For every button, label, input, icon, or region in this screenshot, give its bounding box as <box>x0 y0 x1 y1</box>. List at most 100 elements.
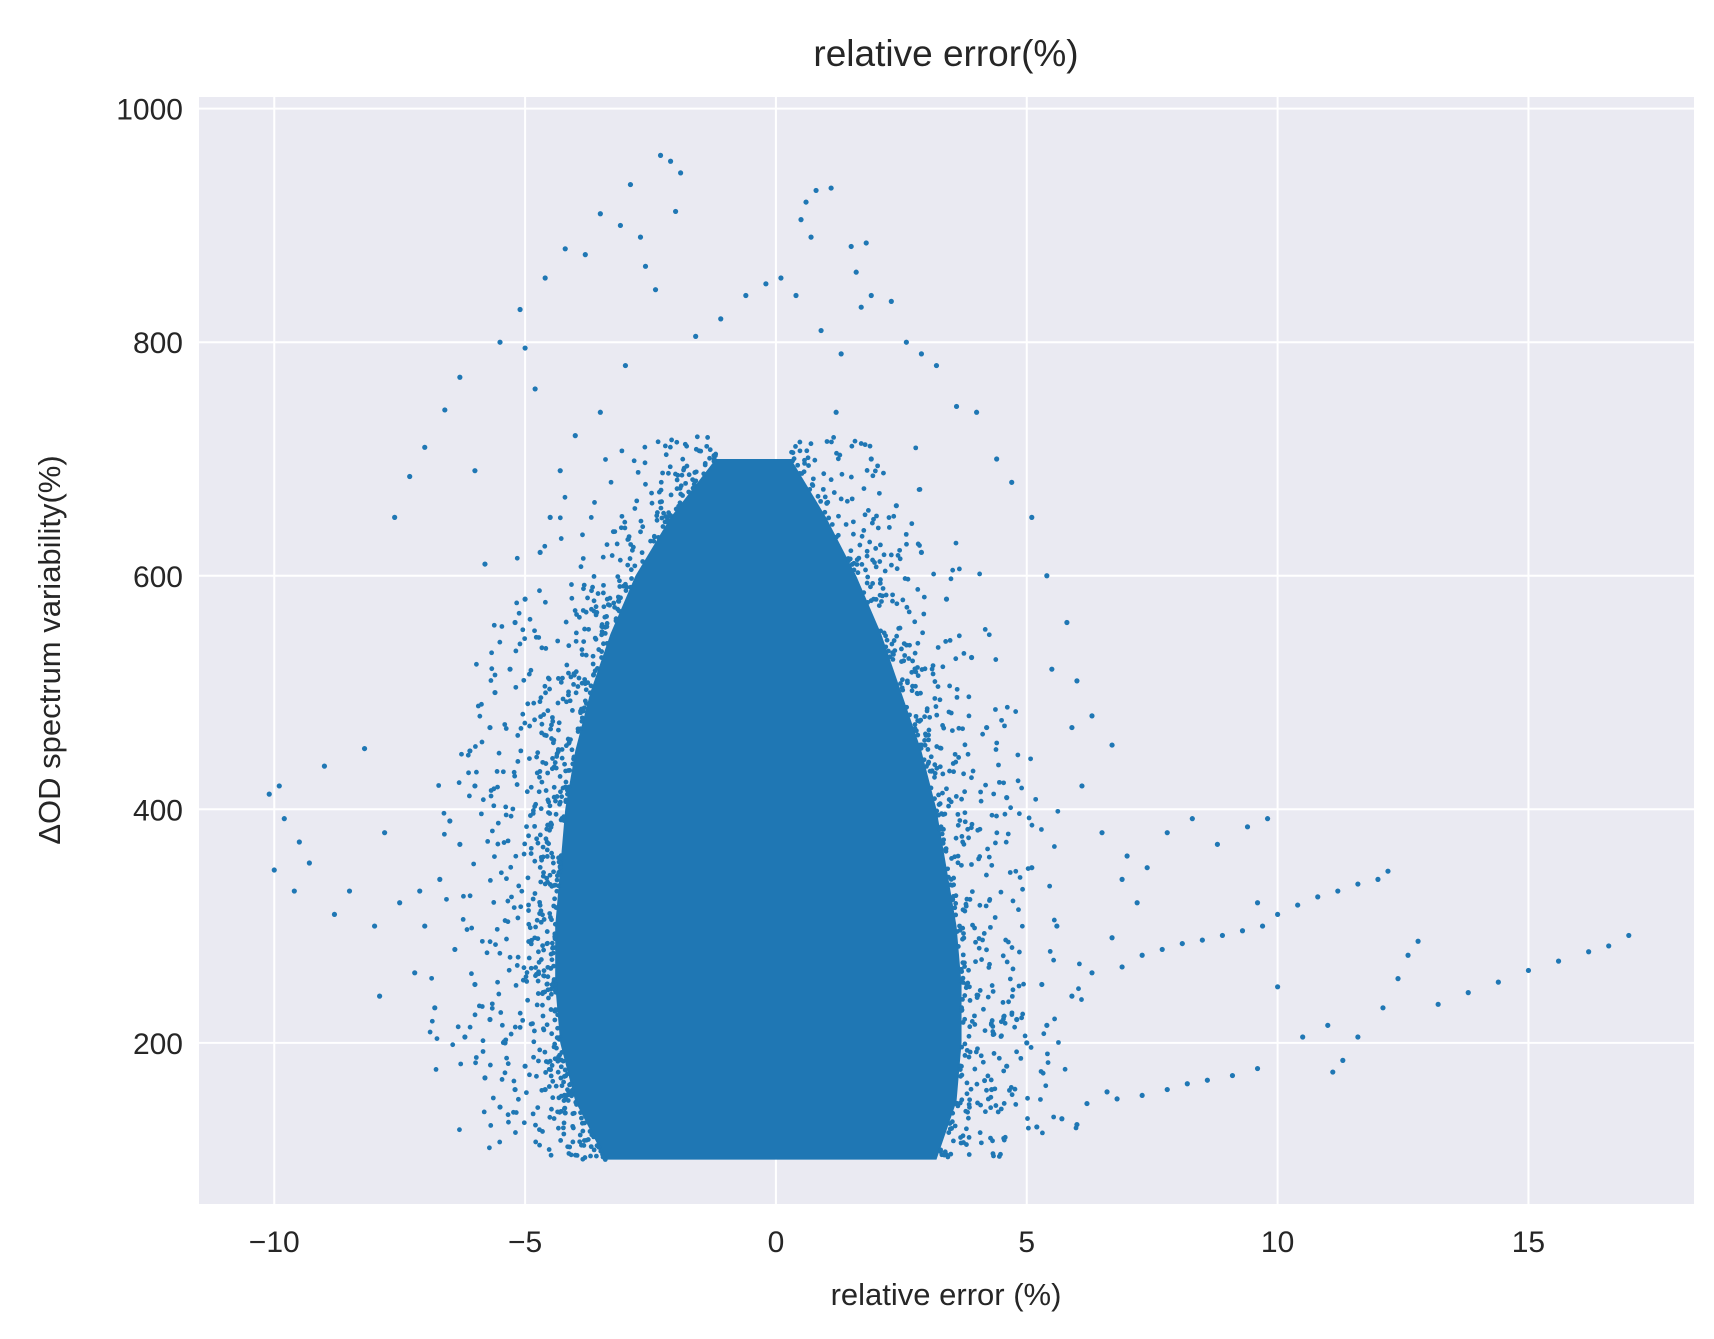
data-point <box>886 525 892 530</box>
data-point <box>534 836 540 842</box>
data-point <box>592 500 597 505</box>
data-point <box>978 1140 984 1146</box>
data-point <box>535 750 541 756</box>
data-point <box>910 658 916 664</box>
data-point <box>543 788 549 793</box>
data-point <box>491 622 497 628</box>
data-point <box>523 1090 529 1096</box>
data-point <box>915 732 921 738</box>
data-point <box>993 707 998 712</box>
data-point <box>962 1053 968 1058</box>
data-point <box>705 435 711 440</box>
data-point <box>1009 479 1015 485</box>
data-point <box>682 441 688 447</box>
data-point <box>950 1138 956 1144</box>
data-point <box>630 544 636 550</box>
data-point <box>718 316 724 322</box>
data-point <box>949 1119 955 1125</box>
data-point <box>504 876 509 882</box>
data-point <box>485 839 491 844</box>
data-point <box>1004 959 1010 965</box>
data-point <box>488 793 494 799</box>
data-point <box>906 609 912 615</box>
data-point <box>889 641 895 647</box>
data-point <box>412 970 418 976</box>
data-point <box>482 1075 488 1081</box>
data-point <box>1164 1086 1170 1093</box>
data-point <box>557 799 563 805</box>
data-point <box>1028 756 1033 762</box>
data-point <box>818 498 824 504</box>
data-point <box>941 725 947 731</box>
data-point <box>963 901 969 907</box>
data-point <box>643 481 648 487</box>
data-point <box>590 661 596 667</box>
data-point <box>539 779 545 785</box>
data-point <box>966 1033 972 1039</box>
data-point <box>936 792 941 798</box>
data-point <box>547 911 553 916</box>
data-point <box>693 333 699 339</box>
data-point <box>460 916 466 922</box>
data-point <box>1028 1045 1034 1050</box>
data-point <box>950 897 956 903</box>
data-point <box>552 921 558 927</box>
data-point <box>632 506 638 511</box>
data-point <box>562 1110 568 1116</box>
data-point <box>957 1067 963 1073</box>
data-point <box>836 513 841 519</box>
data-point <box>864 548 870 554</box>
data-point <box>1055 808 1061 814</box>
data-point <box>903 339 909 345</box>
data-point <box>480 1049 486 1054</box>
data-point <box>541 973 546 979</box>
data-point <box>1079 783 1085 789</box>
data-point <box>530 811 536 816</box>
data-point <box>957 818 963 823</box>
data-point <box>276 783 282 789</box>
data-point <box>864 580 870 586</box>
data-point <box>981 931 987 936</box>
data-point <box>1355 1034 1361 1040</box>
data-point <box>543 690 548 696</box>
data-point <box>429 1018 435 1024</box>
data-point <box>962 1016 968 1022</box>
data-point <box>974 995 980 1001</box>
data-point <box>473 1055 479 1060</box>
data-point <box>828 185 834 191</box>
data-point <box>1375 876 1381 882</box>
x-tick-label: 15 <box>1512 1226 1545 1259</box>
data-point <box>548 1073 554 1079</box>
data-point <box>530 1111 536 1117</box>
data-point <box>933 362 940 369</box>
data-point <box>556 1095 562 1101</box>
data-point <box>930 663 936 669</box>
data-point <box>495 979 500 985</box>
data-point <box>958 1135 963 1140</box>
data-point <box>891 638 897 643</box>
data-point <box>880 586 886 591</box>
data-point <box>861 590 867 595</box>
data-point <box>548 991 554 997</box>
data-point <box>532 386 538 392</box>
data-point <box>877 559 883 564</box>
data-point <box>933 704 939 709</box>
data-point <box>623 588 629 593</box>
data-point <box>555 676 561 681</box>
data-point <box>961 651 967 656</box>
data-point <box>1047 883 1053 889</box>
data-point <box>497 339 503 345</box>
data-point <box>571 681 576 687</box>
data-point <box>959 1072 965 1078</box>
data-point <box>839 471 845 477</box>
data-point <box>992 1086 998 1092</box>
data-point <box>561 1120 567 1126</box>
data-point <box>603 457 608 462</box>
data-point <box>659 515 665 521</box>
data-point <box>1014 1016 1020 1023</box>
data-point <box>654 510 660 515</box>
data-point <box>968 654 975 661</box>
data-point <box>1010 898 1016 904</box>
data-point <box>1229 1072 1236 1079</box>
data-point <box>550 715 555 720</box>
